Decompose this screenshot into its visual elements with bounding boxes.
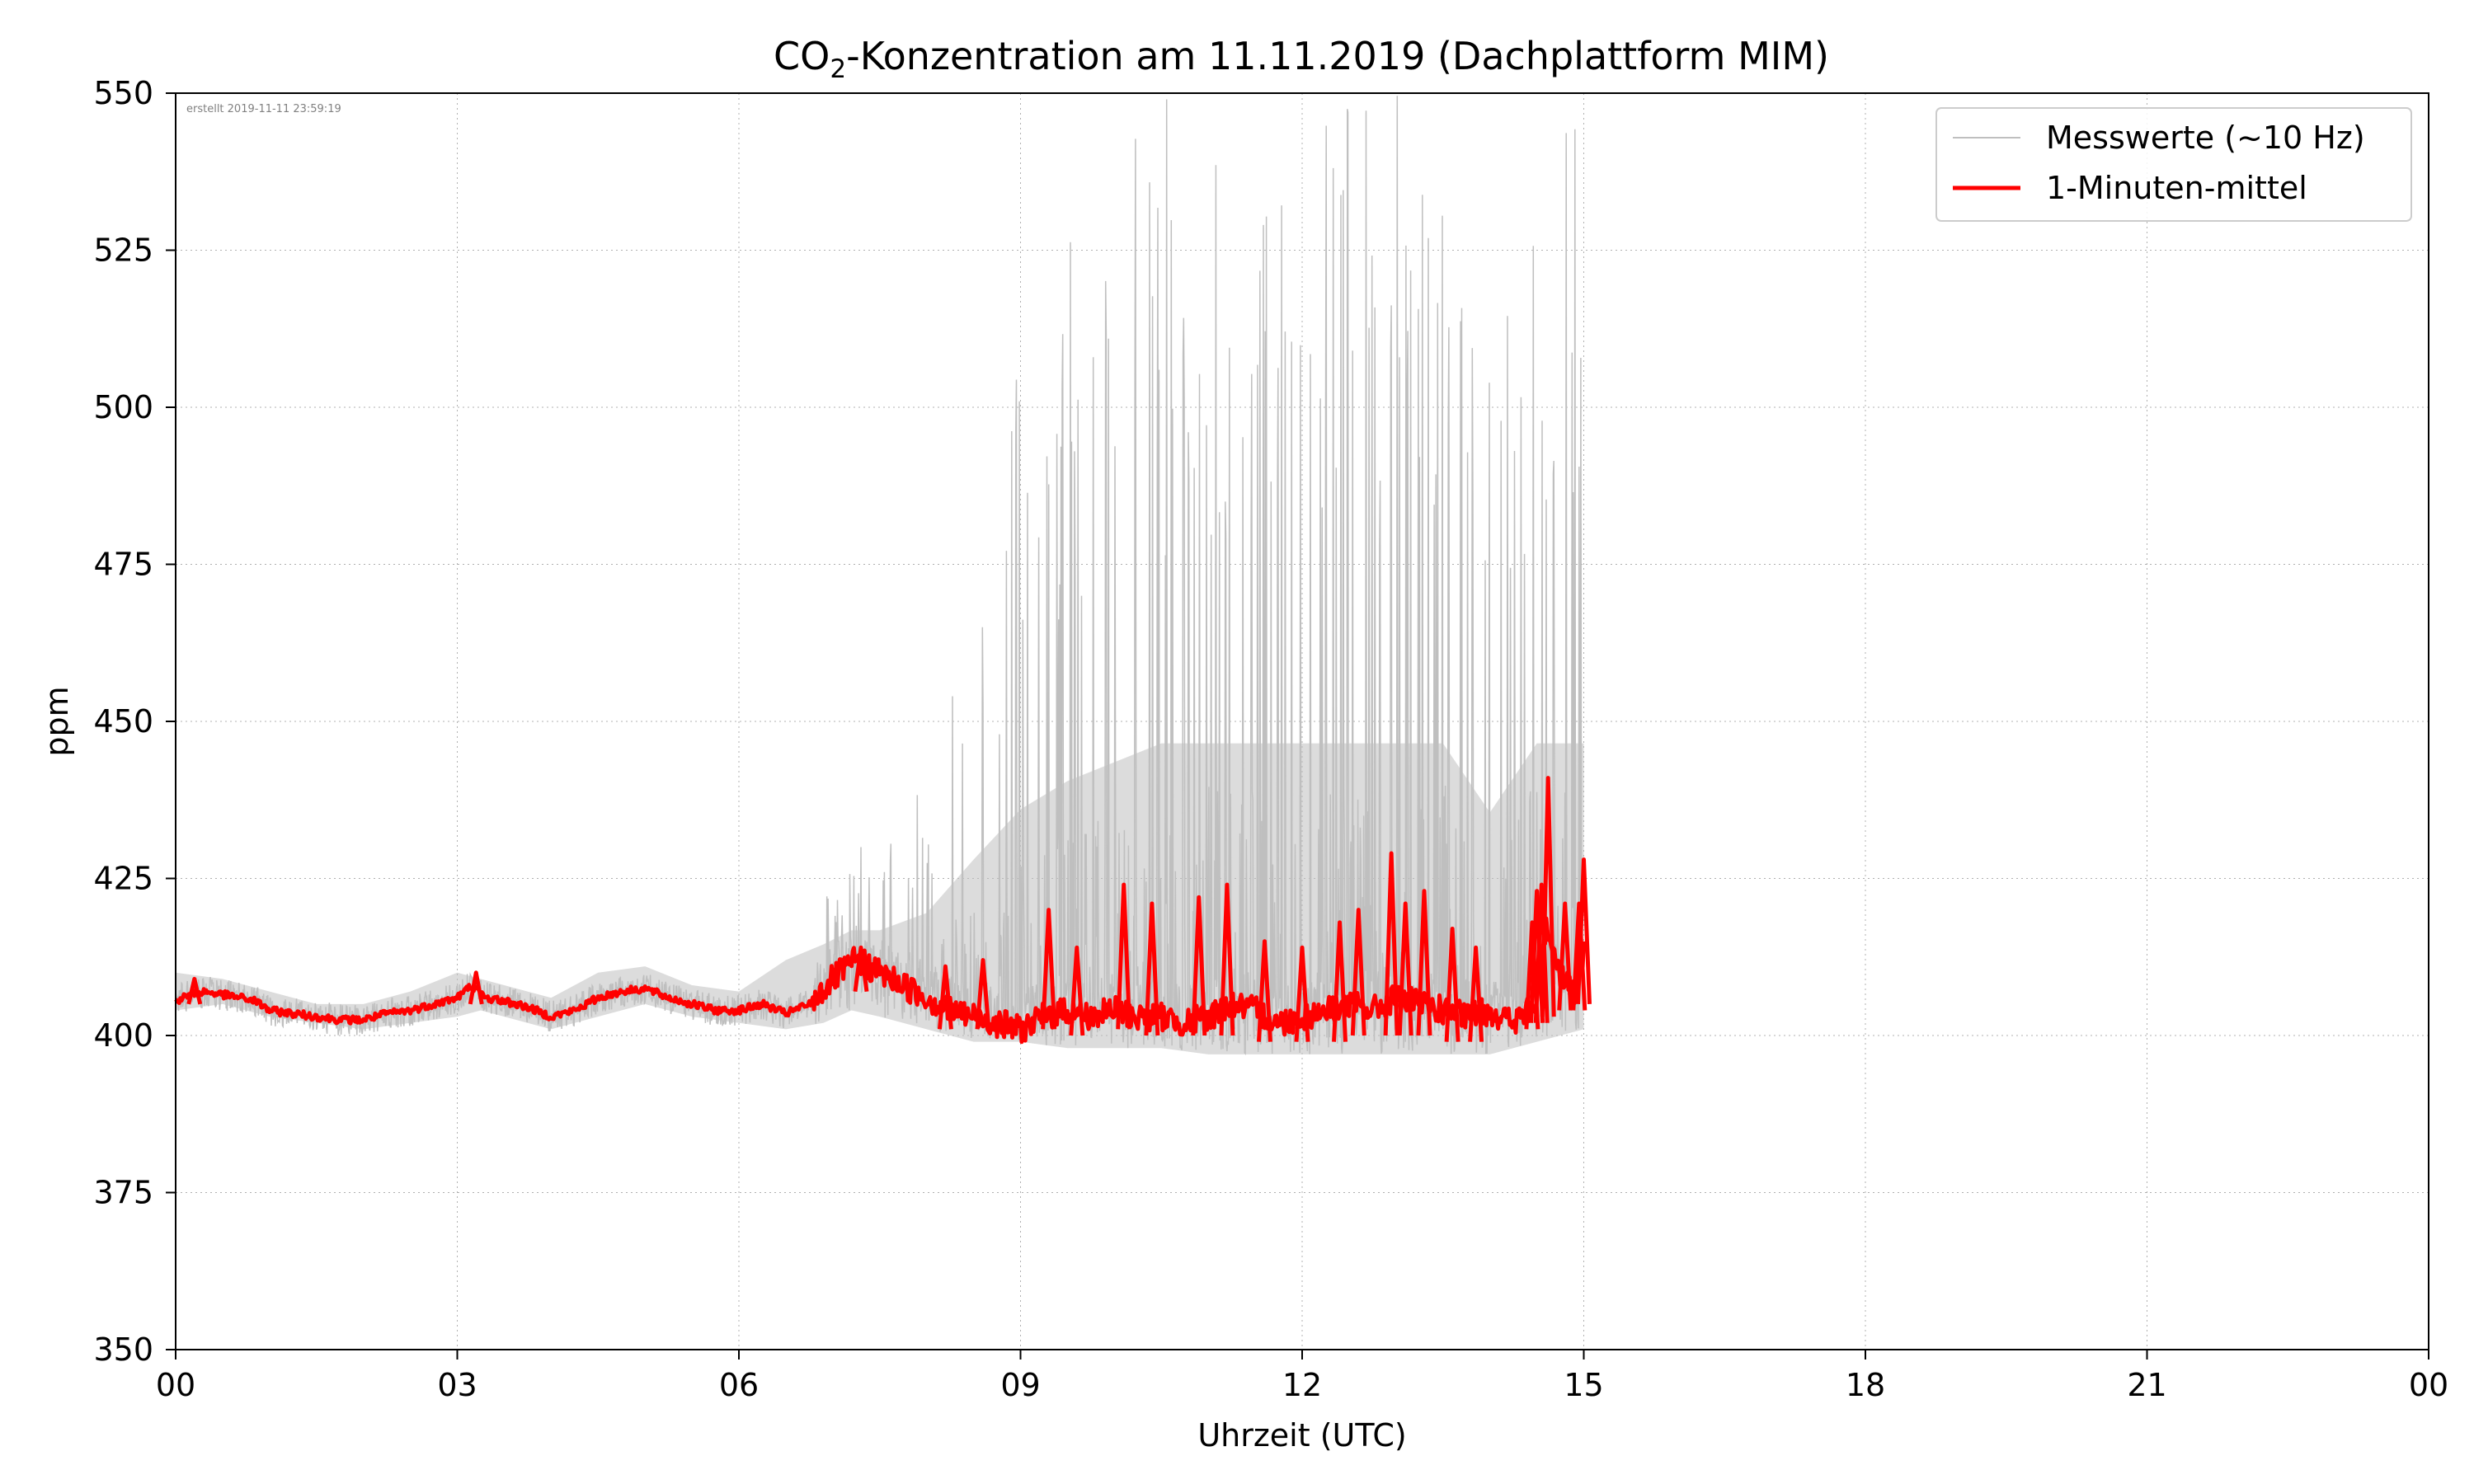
minutenmittel-spike	[1116, 882, 1132, 1030]
minutenmittel-spike	[1576, 857, 1592, 1004]
minutenmittel-spike	[1219, 882, 1235, 1036]
x-tick-label: 09	[1000, 1367, 1040, 1403]
x-tick-label: 18	[1846, 1367, 1885, 1403]
y-tick-label: 425	[93, 861, 153, 897]
x-tick-label: 03	[437, 1367, 477, 1403]
chart-title: CO2-Konzentration am 11.11.2019 (Dachpla…	[774, 34, 1829, 84]
minutenmittel-spike	[853, 945, 869, 992]
minutenmittel-spike	[1383, 851, 1399, 1036]
legend-box	[1935, 107, 2412, 222]
x-tick-label: 00	[2409, 1367, 2448, 1403]
minutenmittel-spike	[1533, 882, 1550, 1023]
y-tick-label: 475	[93, 547, 153, 583]
y-axis-label: ppm	[39, 686, 75, 756]
minutenmittel-spike	[1041, 908, 1057, 1030]
plot-data	[174, 96, 1592, 1056]
minutenmittel-spike	[1397, 901, 1413, 1036]
x-axis-label: Uhrzeit (UTC)	[1197, 1417, 1406, 1453]
legend-label-minutenmittel: 1-Minuten-mittel	[2046, 170, 2307, 206]
minutenmittel-spike	[975, 958, 991, 1030]
series-minutenmittel-line	[174, 916, 1586, 1045]
legend-label-messwerte: Messwerte (~10 Hz)	[2046, 120, 2365, 156]
created-timestamp: erstellt 2019-11-11 23:59:19	[186, 103, 341, 115]
x-tick-label: 06	[719, 1367, 759, 1403]
y-tick-label: 350	[93, 1331, 153, 1368]
y-tick-label: 375	[93, 1175, 153, 1211]
minutenmittel-spike	[1069, 945, 1085, 1036]
x-tick-label: 00	[156, 1367, 195, 1403]
minutenmittel-spike	[1540, 776, 1556, 1017]
minutenmittel-spike	[1571, 901, 1587, 1011]
x-tick-label: 21	[2127, 1367, 2166, 1403]
y-tick-label: 400	[93, 1017, 153, 1054]
minutenmittel-spike	[1416, 889, 1432, 1036]
grid	[176, 93, 2429, 1350]
minutenmittel-spike	[1332, 920, 1348, 1042]
axis-ticks: 00 03 06 09 12 15 18 21 003503754004254504755005…	[93, 75, 2448, 1403]
minutenmittel-spike	[937, 964, 953, 1030]
minutenmittel-spike	[1468, 945, 1484, 1042]
minutenmittel-spike	[1256, 939, 1272, 1042]
minutenmittel-spike	[186, 976, 203, 1005]
minutenmittel-spike	[1557, 901, 1573, 1011]
minutenmittel-spike	[1529, 889, 1545, 1023]
minutenmittel-spike	[468, 970, 484, 1005]
minutenmittel-spike	[1294, 945, 1310, 1042]
x-tick-label: 15	[1564, 1367, 1603, 1403]
minutenmittel-spike	[1350, 908, 1366, 1036]
y-tick-label: 450	[93, 703, 153, 740]
x-tick-label: 12	[1282, 1367, 1322, 1403]
legend: Messwerte (~10 Hz) 1-Minuten-mittel	[1935, 107, 2412, 222]
y-tick-label: 500	[93, 389, 153, 425]
minutenmittel-spike	[1191, 895, 1207, 1036]
minutenmittel-spike	[1444, 926, 1460, 1042]
y-tick-label: 550	[93, 75, 153, 111]
minutenmittel-spike	[1144, 901, 1160, 1036]
y-tick-label: 525	[93, 232, 153, 269]
